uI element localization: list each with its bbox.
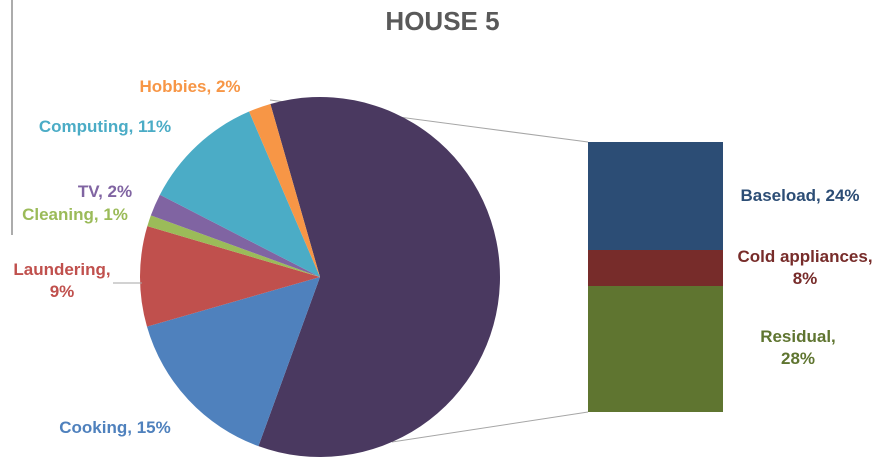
bar-segment	[588, 250, 723, 286]
pie-slice	[258, 97, 500, 458]
data-label: Computing, 11%	[38, 117, 172, 136]
bar-segment	[588, 286, 723, 412]
data-label: Laundering, 9%	[13, 260, 111, 301]
data-label: Residual, 28%	[760, 327, 836, 368]
pie-slice	[147, 215, 320, 277]
data-label: Hobbies, 2%	[139, 77, 241, 96]
bar-segment	[588, 142, 723, 250]
data-label: TV, 2%	[77, 182, 133, 201]
connector-line	[391, 411, 589, 443]
pie-slice	[249, 103, 320, 277]
pie-slice	[146, 277, 320, 447]
data-label: Cleaning, 1%	[22, 205, 128, 224]
pie-slice	[159, 111, 320, 278]
chart-title: HOUSE 5	[385, 6, 500, 36]
data-label: Cold appliances, 8%	[737, 247, 873, 288]
pie-slice	[140, 226, 320, 327]
data-label: Baseload, 24%	[740, 186, 860, 205]
pie-slice	[150, 194, 320, 277]
data-label: Cooking, 15%	[59, 418, 171, 437]
